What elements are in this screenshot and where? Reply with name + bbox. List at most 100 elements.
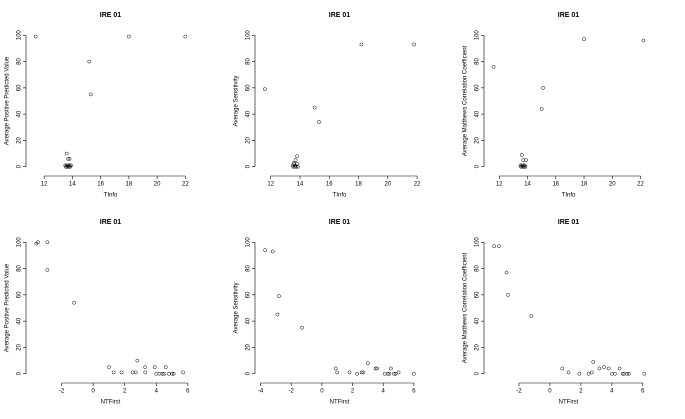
y-tick-label: 80	[246, 58, 252, 65]
y-tick-label: 100	[475, 30, 481, 41]
point	[317, 120, 321, 124]
y-tick-label: 100	[17, 237, 23, 248]
x-tick-label: 18	[126, 182, 133, 188]
y-tick-label: 20	[246, 136, 252, 143]
point	[312, 105, 317, 110]
x-axis-label: NTFirst	[330, 400, 350, 406]
point	[382, 371, 387, 376]
point	[270, 249, 275, 254]
chart-title: IRE 01	[558, 219, 580, 226]
y-tick-label: 60	[17, 291, 23, 298]
point	[375, 366, 379, 371]
point	[504, 270, 509, 275]
point	[143, 370, 148, 375]
point	[275, 312, 280, 317]
point	[389, 366, 393, 371]
x-tick-label: 22	[414, 182, 421, 188]
y-tick-label: 20	[475, 136, 481, 143]
point	[160, 371, 165, 376]
point	[119, 370, 124, 375]
point	[135, 358, 140, 363]
x-tick-label: 14	[69, 182, 76, 188]
y-tick-label: 60	[246, 291, 252, 298]
y-tick-label: 80	[17, 265, 23, 272]
y-tick-label: 0	[17, 371, 23, 375]
x-tick-label: 2	[351, 389, 355, 395]
y-tick-label: 100	[246, 30, 252, 41]
point	[300, 325, 304, 330]
point	[347, 370, 352, 375]
point	[520, 153, 524, 157]
point	[171, 371, 176, 376]
point	[560, 366, 565, 371]
point	[157, 371, 162, 376]
point	[385, 371, 390, 376]
x-tick-label: 2	[123, 389, 127, 395]
y-tick-label: 0	[475, 371, 481, 375]
point	[566, 370, 571, 375]
point	[293, 158, 298, 163]
point	[496, 244, 501, 249]
point	[67, 157, 72, 161]
y-axis-label: Average Matthews Correlation Coefficient	[463, 252, 469, 363]
point	[641, 38, 646, 43]
point	[373, 366, 378, 371]
point	[143, 365, 148, 370]
x-tick-label: -4	[258, 389, 264, 395]
y-tick-label: 20	[17, 343, 23, 350]
x-tick-label: 16	[552, 182, 559, 188]
x-tick-label: 0	[91, 389, 95, 395]
x-tick-label: 22	[637, 182, 644, 188]
point	[577, 371, 582, 376]
point	[521, 158, 526, 163]
x-axis-label: TInfo	[104, 193, 118, 199]
point	[492, 244, 497, 249]
point	[396, 370, 401, 375]
x-tick-label: 0	[320, 389, 324, 395]
point	[586, 371, 591, 376]
point	[87, 59, 92, 64]
x-tick-label: 16	[97, 182, 104, 188]
point	[163, 365, 168, 370]
y-tick-label: 80	[17, 58, 23, 65]
y-tick-label: 80	[246, 265, 252, 272]
y-tick-label: 40	[246, 317, 252, 324]
point	[392, 371, 396, 376]
point	[412, 42, 416, 47]
y-axis-label: Average Matthews Correlation Coefficient	[463, 45, 469, 156]
point	[523, 164, 528, 169]
point	[181, 370, 185, 375]
x-tick-label: 4	[382, 389, 386, 395]
point	[529, 314, 534, 318]
point	[45, 240, 50, 245]
point	[506, 293, 510, 297]
y-tick-label: 40	[17, 317, 23, 324]
point	[69, 163, 73, 168]
point	[295, 154, 299, 159]
x-tick-label: 20	[609, 182, 616, 188]
y-tick-label: 20	[475, 343, 481, 350]
y-axis-label: Average Sensitivity	[234, 283, 240, 334]
x-axis-label: NTFirst	[559, 400, 579, 406]
y-tick-label: 100	[475, 237, 481, 248]
point	[617, 366, 622, 371]
point	[627, 371, 631, 376]
x-tick-label: 20	[154, 182, 161, 188]
point	[183, 34, 188, 39]
point	[541, 86, 545, 90]
point	[582, 37, 586, 42]
x-tick-label: 6	[186, 389, 190, 395]
point	[170, 371, 174, 376]
y-tick-label: 40	[475, 317, 481, 324]
point	[72, 300, 77, 305]
point	[625, 371, 630, 376]
y-tick-label: 40	[17, 110, 23, 117]
point	[130, 370, 135, 375]
point	[133, 370, 138, 375]
x-axis-label: NTFirst	[101, 400, 121, 406]
x-tick-label: 16	[326, 182, 333, 188]
point	[64, 151, 69, 156]
chart-title: IRE 01	[329, 12, 351, 19]
x-tick-label: 4	[155, 389, 159, 395]
